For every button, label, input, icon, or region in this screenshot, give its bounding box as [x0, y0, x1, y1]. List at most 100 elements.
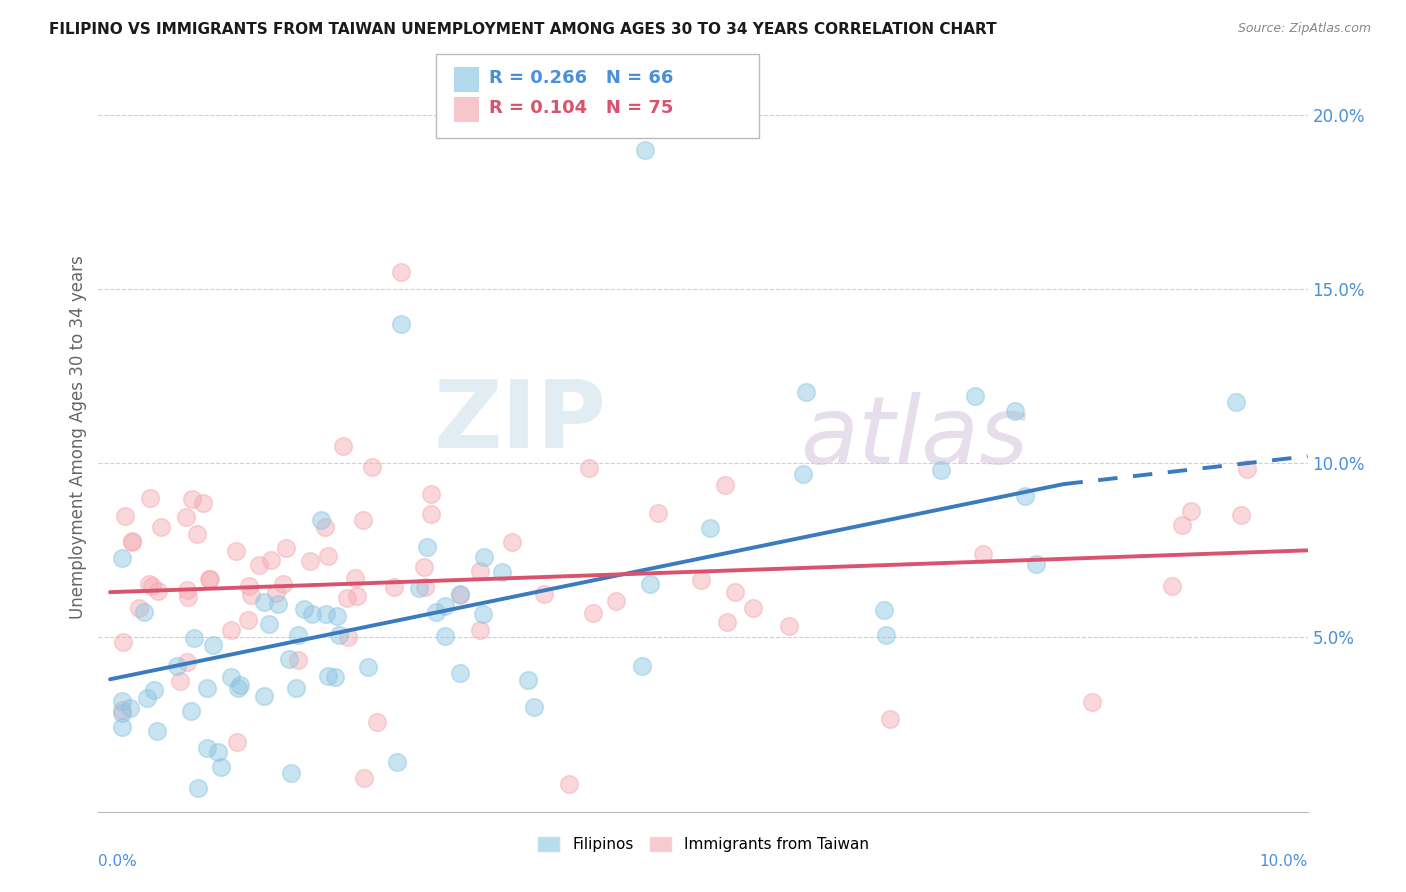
Point — [150, 520, 173, 534]
Point — [284, 681, 307, 695]
Point — [433, 599, 456, 613]
Legend: Filipinos, Immigrants from Taiwan: Filipinos, Immigrants from Taiwan — [531, 830, 875, 858]
Point — [1180, 504, 1202, 518]
Point — [578, 461, 600, 475]
Point — [271, 576, 294, 591]
Point — [298, 554, 321, 568]
Point — [166, 658, 188, 673]
Point — [278, 652, 301, 666]
Point — [1025, 557, 1047, 571]
Point — [352, 513, 374, 527]
Point — [181, 491, 204, 506]
Point — [209, 760, 232, 774]
Point — [111, 550, 134, 565]
Point — [360, 459, 382, 474]
Point — [557, 777, 579, 791]
Point — [634, 143, 657, 157]
Point — [318, 668, 340, 682]
Point — [449, 665, 471, 680]
Point — [141, 579, 163, 593]
Point — [177, 590, 200, 604]
Text: ZIP: ZIP — [433, 376, 606, 468]
Text: FILIPINO VS IMMIGRANTS FROM TAIWAN UNEMPLOYMENT AMONG AGES 30 TO 34 YEARS CORREL: FILIPINO VS IMMIGRANTS FROM TAIWAN UNEMP… — [49, 22, 997, 37]
Point — [523, 700, 546, 714]
Point — [332, 439, 354, 453]
Point — [191, 495, 214, 509]
Point — [879, 713, 901, 727]
Point — [257, 616, 280, 631]
Point — [138, 577, 160, 591]
Point — [225, 735, 247, 749]
Point — [491, 566, 513, 580]
Point — [280, 766, 302, 780]
Point — [337, 630, 360, 644]
Point — [138, 491, 160, 505]
Point — [111, 706, 134, 721]
Point — [582, 606, 605, 620]
Point — [605, 594, 627, 608]
Point — [195, 740, 218, 755]
Point — [714, 477, 737, 491]
Point — [112, 635, 135, 649]
Point — [146, 584, 169, 599]
Text: 10.0%: 10.0% — [1260, 854, 1308, 869]
Point — [415, 540, 437, 554]
Point — [315, 607, 337, 621]
Point — [266, 586, 288, 600]
Point — [716, 615, 738, 630]
Point — [228, 678, 250, 692]
Point — [114, 508, 136, 523]
Point — [794, 385, 817, 400]
Point — [287, 628, 309, 642]
Point — [382, 580, 405, 594]
Point — [699, 521, 721, 535]
Point — [1014, 489, 1036, 503]
Point — [260, 553, 283, 567]
Point — [207, 745, 229, 759]
Point — [316, 549, 339, 564]
Point — [346, 589, 368, 603]
Point — [1225, 395, 1247, 409]
Point — [336, 591, 359, 605]
Point — [434, 629, 457, 643]
Text: Source: ZipAtlas.com: Source: ZipAtlas.com — [1237, 22, 1371, 36]
Point — [875, 628, 897, 642]
Point — [187, 780, 209, 795]
Point — [468, 564, 491, 578]
Point — [111, 703, 134, 717]
Point — [778, 619, 800, 633]
Point — [314, 520, 336, 534]
Point — [965, 389, 987, 403]
Point — [225, 544, 247, 558]
Point — [146, 723, 169, 738]
Point — [412, 559, 434, 574]
Point — [253, 595, 276, 609]
Point — [195, 681, 218, 696]
Point — [247, 558, 270, 573]
Point — [420, 507, 443, 521]
Point — [169, 674, 191, 689]
Point — [873, 603, 896, 617]
Point — [357, 660, 380, 674]
Point — [344, 571, 367, 585]
Y-axis label: Unemployment Among Ages 30 to 34 years: Unemployment Among Ages 30 to 34 years — [69, 255, 87, 619]
Point — [470, 623, 492, 637]
Point — [176, 510, 198, 524]
Point — [176, 655, 198, 669]
Point — [238, 613, 260, 627]
Point — [240, 588, 263, 602]
Point — [135, 690, 157, 705]
Point — [389, 317, 412, 331]
Point — [353, 771, 375, 785]
Point — [274, 541, 297, 556]
Point — [202, 639, 225, 653]
Point — [472, 549, 495, 564]
Point — [111, 720, 134, 734]
Point — [238, 578, 260, 592]
Point — [287, 653, 309, 667]
Point — [408, 581, 430, 595]
Point — [366, 714, 388, 729]
Text: 0.0%: 0.0% — [98, 854, 138, 869]
Point — [638, 577, 661, 591]
Point — [449, 588, 471, 602]
